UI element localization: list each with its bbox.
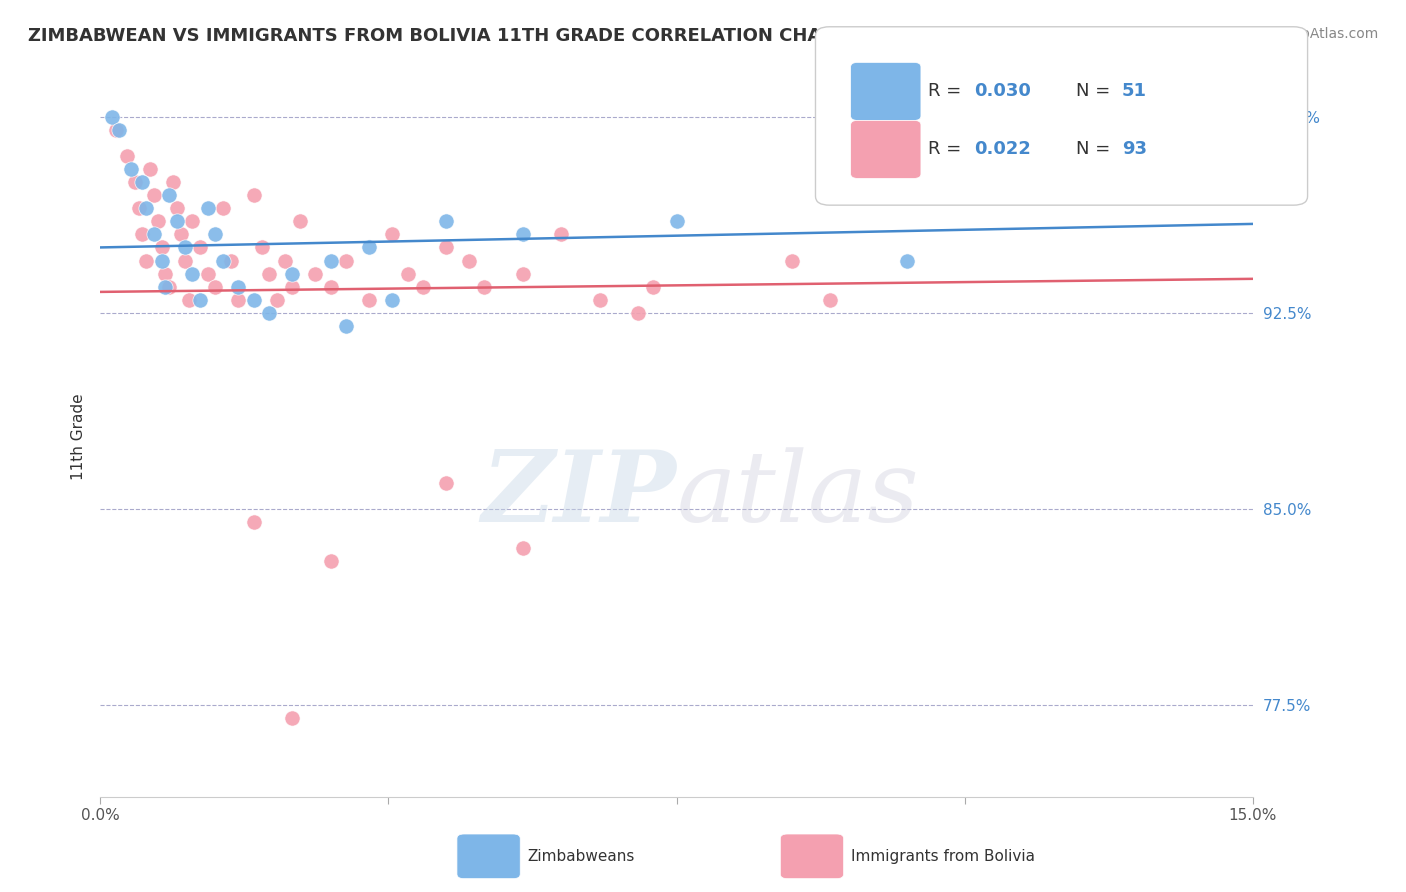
Point [458,253,481,268]
Point [412,279,434,293]
Point [512,267,534,281]
Point [335,253,357,268]
Point [512,541,534,556]
Point [166,201,188,215]
Point [589,293,612,307]
Text: Source: ZipAtlas.com: Source: ZipAtlas.com [1230,27,1378,41]
Point [181,214,204,228]
Point [139,161,162,176]
Point [155,279,177,293]
Point [896,253,918,268]
Point [319,554,342,568]
Point [188,293,211,307]
Point [212,253,235,268]
Text: N =: N = [1076,140,1115,158]
Point [177,293,200,307]
Point [257,267,280,281]
Point [266,293,288,307]
Point [197,267,219,281]
Point [243,188,266,202]
Point [381,227,404,242]
Point [131,175,153,189]
Point [228,279,250,293]
Point [643,279,665,293]
Point [197,201,219,215]
Point [120,161,142,176]
Point [212,201,235,215]
Point [157,188,180,202]
Point [131,227,153,242]
Point [250,240,273,254]
Point [150,240,173,254]
Point [142,188,165,202]
Text: 51: 51 [1122,82,1147,100]
Point [627,306,650,320]
Point [155,267,177,281]
Point [157,279,180,293]
Point [281,711,304,725]
Point [142,227,165,242]
Text: R =: R = [928,82,967,100]
Text: Zimbabweans: Zimbabweans [527,849,634,863]
Point [170,227,193,242]
Point [173,253,195,268]
Point [257,306,280,320]
Point [100,110,122,124]
Point [512,227,534,242]
Point [181,267,204,281]
Point [135,201,157,215]
Y-axis label: 11th Grade: 11th Grade [72,393,86,481]
Text: 93: 93 [1122,140,1147,158]
Point [381,293,404,307]
Point [146,214,169,228]
Point [243,293,266,307]
Text: Immigrants from Bolivia: Immigrants from Bolivia [851,849,1035,863]
Point [281,267,304,281]
Point [108,122,131,136]
Point [162,175,184,189]
Point [434,240,457,254]
Point [188,240,211,254]
Point [128,201,150,215]
Point [304,267,326,281]
Text: 0.030: 0.030 [974,82,1031,100]
Point [281,279,304,293]
Point [396,267,419,281]
Point [173,240,195,254]
Point [204,227,226,242]
Point [820,293,842,307]
Point [243,515,266,529]
Point [115,149,138,163]
Text: ZIMBABWEAN VS IMMIGRANTS FROM BOLIVIA 11TH GRADE CORRELATION CHART: ZIMBABWEAN VS IMMIGRANTS FROM BOLIVIA 11… [28,27,846,45]
Text: R =: R = [928,140,967,158]
Text: 0.022: 0.022 [974,140,1031,158]
Point [204,279,226,293]
Point [219,253,242,268]
Text: atlas: atlas [676,447,920,542]
Point [665,214,688,228]
Point [288,214,311,228]
Point [166,214,188,228]
Point [780,253,803,268]
Point [319,253,342,268]
Point [434,475,457,490]
Text: ZIP: ZIP [481,446,676,543]
Point [273,253,295,268]
Point [319,279,342,293]
Point [335,318,357,333]
Point [135,253,157,268]
Point [104,122,127,136]
Point [550,227,572,242]
Text: N =: N = [1076,82,1115,100]
Point [359,240,381,254]
Point [124,175,146,189]
Point [359,293,381,307]
Point [474,279,496,293]
Point [434,214,457,228]
Point [228,293,250,307]
Point [150,253,173,268]
